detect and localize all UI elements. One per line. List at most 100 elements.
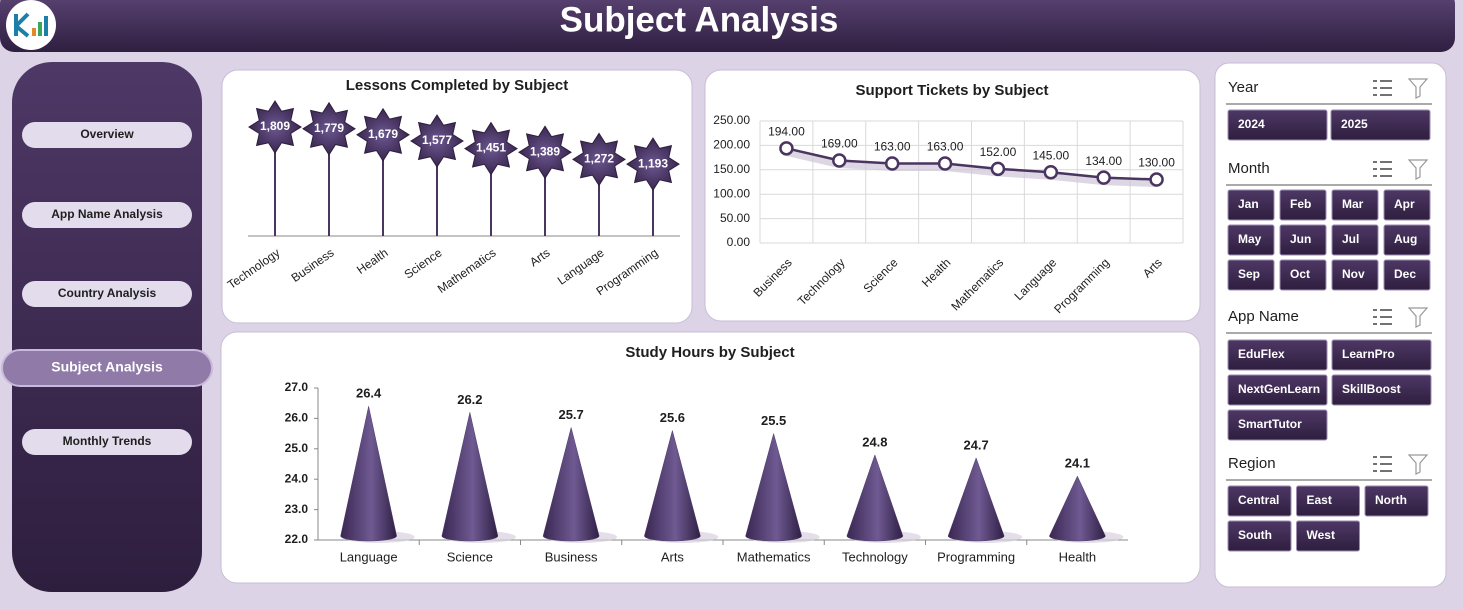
- cone: [644, 429, 701, 542]
- slicer-button[interactable]: [1296, 520, 1360, 552]
- slicer-item[interactable]: Jun: [1290, 232, 1311, 246]
- data-label: 24.8: [862, 434, 887, 449]
- slicer-button[interactable]: [1227, 259, 1275, 291]
- slicer-button[interactable]: [1279, 224, 1327, 256]
- slicer-item[interactable]: Feb: [1290, 197, 1311, 211]
- data-label: 1,679: [368, 127, 398, 141]
- y-tick-label: 0.00: [727, 235, 751, 249]
- star-marker: [410, 114, 464, 168]
- slicer-item[interactable]: Mar: [1342, 197, 1364, 211]
- line-point: [1096, 170, 1111, 185]
- slicer-item[interactable]: EduFlex: [1238, 347, 1285, 361]
- nav-button[interactable]: [22, 122, 192, 148]
- slicer-button[interactable]: [1227, 109, 1328, 141]
- data-label: 1,577: [422, 133, 452, 147]
- slicer-item[interactable]: Jul: [1342, 232, 1359, 246]
- slicer-item[interactable]: Apr: [1394, 197, 1415, 211]
- slicer-item[interactable]: Sep: [1238, 267, 1260, 281]
- multi-select-icon[interactable]: [1373, 80, 1392, 96]
- slicer-button[interactable]: [1383, 189, 1431, 221]
- data-label: 145.00: [1032, 148, 1069, 162]
- slicer-button[interactable]: [1331, 374, 1432, 406]
- slicer-button[interactable]: [1227, 224, 1275, 256]
- data-label: 163.00: [927, 140, 964, 154]
- slicer-button[interactable]: [1331, 224, 1379, 256]
- slicer-button[interactable]: [1227, 409, 1328, 441]
- slicer-item[interactable]: West: [1307, 528, 1335, 542]
- y-tick-label: 26.0: [285, 411, 309, 425]
- slicer-button[interactable]: [1279, 259, 1327, 291]
- data-label: 163.00: [874, 140, 911, 154]
- nav-label[interactable]: Monthly Trends: [63, 434, 152, 448]
- slicer-button[interactable]: [1279, 189, 1327, 221]
- slicer-button[interactable]: [1364, 485, 1429, 517]
- data-label: 130.00: [1138, 156, 1175, 170]
- nav-button[interactable]: [22, 429, 192, 455]
- nav-label[interactable]: App Name Analysis: [51, 207, 163, 221]
- slicer-item[interactable]: East: [1307, 493, 1332, 507]
- slicer-item[interactable]: Aug: [1394, 232, 1417, 246]
- data-label: 1,451: [476, 141, 506, 155]
- x-tick-label: Arts: [661, 549, 685, 564]
- slicer-button[interactable]: [1296, 485, 1360, 517]
- clear-filter-icon[interactable]: [1407, 307, 1429, 328]
- slicer-button[interactable]: [1227, 485, 1292, 517]
- slicer-item[interactable]: LearnPro: [1342, 347, 1395, 361]
- chart-title: Study Hours by Subject: [625, 344, 794, 361]
- data-label: 25.7: [558, 407, 583, 422]
- data-label: 1,779: [314, 121, 344, 135]
- slicer-button[interactable]: [1330, 109, 1431, 141]
- y-tick-label: 27.0: [285, 380, 309, 394]
- slicer-item[interactable]: NextGenLearn: [1238, 382, 1320, 396]
- slicer-item[interactable]: North: [1375, 493, 1407, 507]
- slicer-item[interactable]: Oct: [1290, 267, 1310, 281]
- x-tick-label: Mathematics: [737, 549, 811, 564]
- chart-title: Lessons Completed by Subject: [346, 77, 569, 94]
- clear-filter-icon[interactable]: [1407, 159, 1429, 180]
- chart-panel: [704, 69, 1201, 322]
- line-point: [1149, 172, 1164, 187]
- slicer-button[interactable]: [1383, 259, 1431, 291]
- nav-button[interactable]: [22, 281, 192, 307]
- y-tick-label: 22.0: [285, 532, 309, 546]
- slicer-button[interactable]: [1331, 339, 1432, 371]
- slicer-button[interactable]: [1383, 224, 1431, 256]
- slicer-item[interactable]: May: [1238, 232, 1262, 246]
- x-tick-label: Business: [545, 549, 598, 564]
- data-label: 194.00: [768, 124, 805, 138]
- slicer-button[interactable]: [1227, 189, 1275, 221]
- slicer-item[interactable]: 2025: [1341, 117, 1368, 131]
- slicer-item[interactable]: 2024: [1238, 117, 1265, 131]
- slicer-title: Year: [1228, 79, 1258, 96]
- clear-filter-icon[interactable]: [1407, 454, 1429, 475]
- data-label: 169.00: [821, 137, 858, 151]
- star-marker: [572, 132, 626, 187]
- data-label: 1,389: [530, 144, 560, 158]
- multi-select-icon[interactable]: [1373, 309, 1392, 325]
- slicer-item[interactable]: Dec: [1394, 267, 1416, 281]
- slicer-button[interactable]: [1227, 520, 1292, 552]
- slicer-item[interactable]: SkillBoost: [1342, 382, 1401, 396]
- multi-select-icon[interactable]: [1373, 161, 1392, 177]
- slicer-item[interactable]: Jan: [1238, 197, 1259, 211]
- x-tick-label: Programming: [937, 549, 1015, 564]
- nav-label[interactable]: Country Analysis: [58, 286, 157, 300]
- slicer-button[interactable]: [1331, 259, 1379, 291]
- slicer-item[interactable]: Central: [1238, 493, 1279, 507]
- slicer-item[interactable]: South: [1238, 528, 1272, 542]
- slicer-item[interactable]: Nov: [1342, 267, 1365, 281]
- nav-label[interactable]: Subject Analysis: [51, 359, 163, 375]
- y-tick-label: 25.0: [285, 441, 309, 455]
- nav-button[interactable]: [1, 349, 213, 387]
- clear-filter-icon[interactable]: [1407, 78, 1429, 99]
- nav-label[interactable]: Overview: [80, 127, 134, 141]
- slicer-button[interactable]: [1227, 374, 1328, 406]
- slicer-button[interactable]: [1331, 189, 1379, 221]
- slicer-item[interactable]: SmartTutor: [1238, 417, 1302, 431]
- page-title: Subject Analysis: [560, 0, 839, 39]
- logo-bar: [44, 16, 48, 36]
- multi-select-icon[interactable]: [1373, 456, 1392, 472]
- nav-button[interactable]: [22, 202, 192, 228]
- slicer-button[interactable]: [1227, 339, 1328, 371]
